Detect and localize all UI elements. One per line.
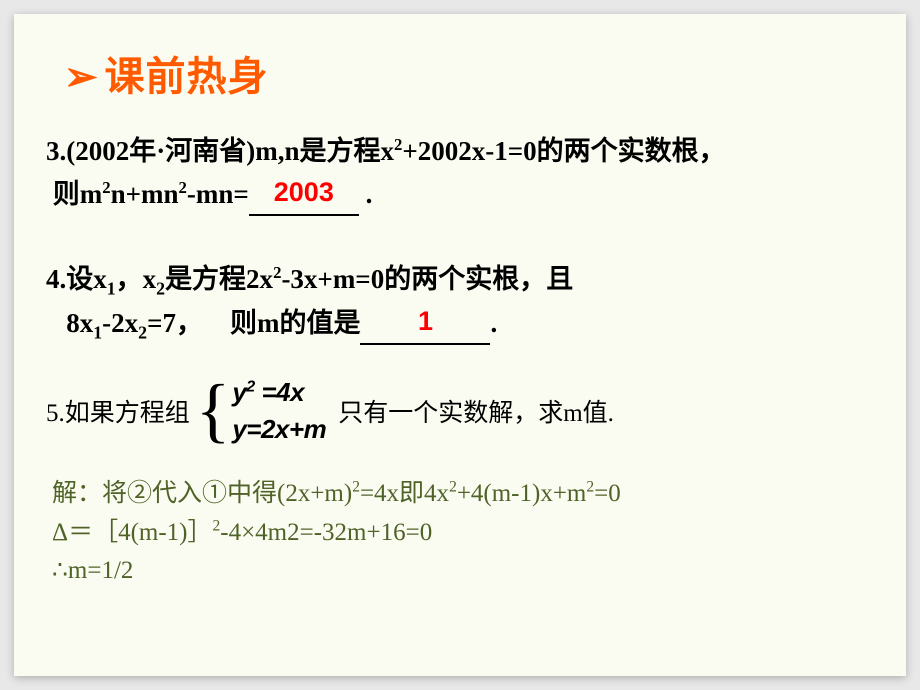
sol-l2a: Δ＝［4(m-1)］ bbox=[52, 519, 213, 546]
q3-l2b: n+mn bbox=[111, 179, 179, 209]
eq1-rest: =4x bbox=[262, 377, 305, 407]
eq2: y=2x+m bbox=[232, 414, 326, 445]
q3-blank: 2003 bbox=[249, 171, 359, 216]
heading-bullet: ➢ bbox=[64, 54, 99, 100]
slide: ➢课前热身 3.(2002年·河南省)m,n是方程x2+2002x-1=0的两个… bbox=[14, 14, 906, 676]
q4-l1d: -3x+m=0的两个实根，且 bbox=[281, 264, 573, 294]
question-4: 4.设x1，x2是方程2x2-3x+m=0的两个实根，且 8x1-2x2=7， … bbox=[46, 258, 876, 346]
q3-answer: 2003 bbox=[274, 177, 334, 207]
q4-blank: 1 bbox=[360, 300, 490, 345]
heading-text: 课前热身 bbox=[105, 54, 269, 99]
heading: ➢课前热身 bbox=[64, 44, 876, 102]
q4-l2c: =7， bbox=[147, 308, 203, 338]
q4-l1a: 4.设x bbox=[46, 264, 107, 294]
sol-l1c: +4(m-1)x+m bbox=[457, 480, 587, 507]
q3-tail: . bbox=[359, 179, 373, 209]
q5-pre: 5.如果方程组 bbox=[46, 393, 190, 429]
sol-l1d: =0 bbox=[594, 480, 621, 507]
left-brace-icon: { bbox=[196, 378, 231, 443]
sol-l2b: -4×4m2=-32m+16=0 bbox=[220, 519, 432, 546]
eq1-y: y bbox=[232, 377, 246, 407]
eq1: y2 =4x bbox=[232, 377, 326, 408]
q4-answer: 1 bbox=[418, 306, 433, 336]
sol-l3: ∴m=1/2 bbox=[52, 557, 133, 584]
question-3: 3.(2002年·河南省)m,n是方程x2+2002x-1=0的两个实数根， 则… bbox=[46, 130, 876, 218]
q4-tail: . bbox=[490, 308, 497, 338]
q4-l2b: -2x bbox=[102, 308, 138, 338]
question-5: 5.如果方程组 { y2 =4x y=2x+m 只有一个实数解，求m值. bbox=[46, 377, 876, 445]
q4-l2d: 则m的值是 bbox=[230, 308, 361, 338]
equation-system: { y2 =4x y=2x+m bbox=[196, 377, 326, 445]
q3-l2c: -mn= bbox=[187, 179, 249, 209]
q3-l2a: 则m bbox=[53, 179, 103, 209]
q4-l1c: 是方程2x bbox=[165, 264, 273, 294]
sol-l1b: =4x即4x bbox=[360, 480, 449, 507]
q3-l1a: 3.(2002年·河南省)m,n是方程x bbox=[46, 136, 394, 166]
q4-l2a: 8x bbox=[66, 308, 93, 338]
q3-l1b: +2002x-1=0的两个实数根， bbox=[402, 136, 725, 166]
solution: 解：将②代入①中得(2x+m)2=4x即4x2+4(m-1)x+m2=0 Δ＝［… bbox=[52, 475, 876, 591]
q5-post: 只有一个实数解，求m值. bbox=[338, 393, 614, 429]
equations: y2 =4x y=2x+m bbox=[232, 377, 326, 445]
sol-l1a: 解：将②代入①中得(2x+m) bbox=[52, 480, 352, 507]
q4-l1b: ，x bbox=[116, 264, 157, 294]
